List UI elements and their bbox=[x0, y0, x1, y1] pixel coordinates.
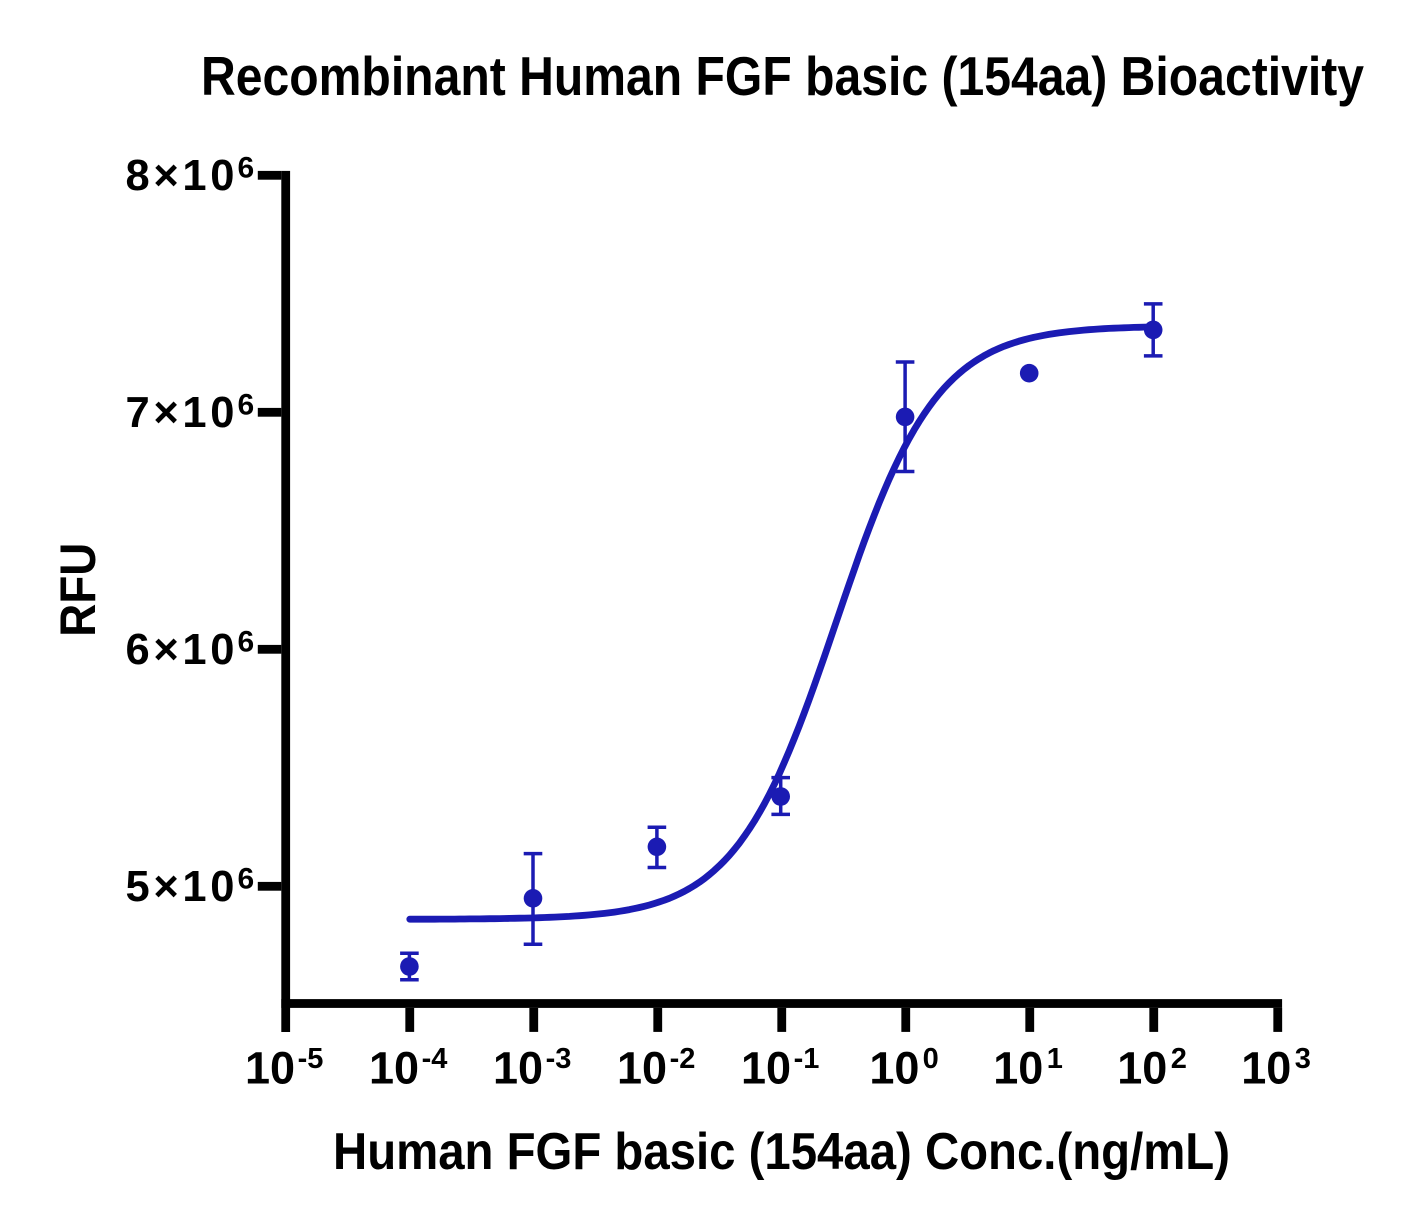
svg-text:6: 6 bbox=[238, 388, 255, 421]
svg-text:RFU: RFU bbox=[50, 543, 106, 637]
svg-text:10: 10 bbox=[1117, 1043, 1167, 1094]
svg-text:-1: -1 bbox=[794, 1043, 820, 1075]
svg-text:-4: -4 bbox=[422, 1043, 448, 1075]
svg-text:2: 2 bbox=[1171, 1043, 1187, 1075]
svg-text:3: 3 bbox=[1295, 1043, 1311, 1075]
svg-text:10: 10 bbox=[993, 1043, 1043, 1094]
svg-text:-3: -3 bbox=[546, 1043, 572, 1075]
svg-text:6: 6 bbox=[238, 625, 255, 658]
svg-text:1: 1 bbox=[1047, 1043, 1063, 1075]
svg-text:-2: -2 bbox=[670, 1043, 696, 1075]
svg-text:-5: -5 bbox=[298, 1043, 324, 1075]
svg-text:10: 10 bbox=[369, 1043, 419, 1094]
svg-text:Human FGF basic (154aa) Conc.(: Human FGF basic (154aa) Conc.(ng/mL) bbox=[333, 1123, 1230, 1181]
svg-text:Recombinant Human FGF basic (1: Recombinant Human FGF basic (154aa) Bioa… bbox=[201, 45, 1364, 107]
svg-text:10: 10 bbox=[245, 1043, 295, 1094]
svg-text:10: 10 bbox=[493, 1043, 543, 1094]
svg-text:0: 0 bbox=[923, 1043, 939, 1075]
svg-text:10: 10 bbox=[1241, 1043, 1291, 1094]
svg-text:10: 10 bbox=[869, 1043, 919, 1094]
svg-text:6: 6 bbox=[238, 862, 255, 895]
svg-text:10: 10 bbox=[617, 1043, 667, 1094]
svg-text:10: 10 bbox=[741, 1043, 791, 1094]
svg-text:6: 6 bbox=[238, 151, 255, 184]
